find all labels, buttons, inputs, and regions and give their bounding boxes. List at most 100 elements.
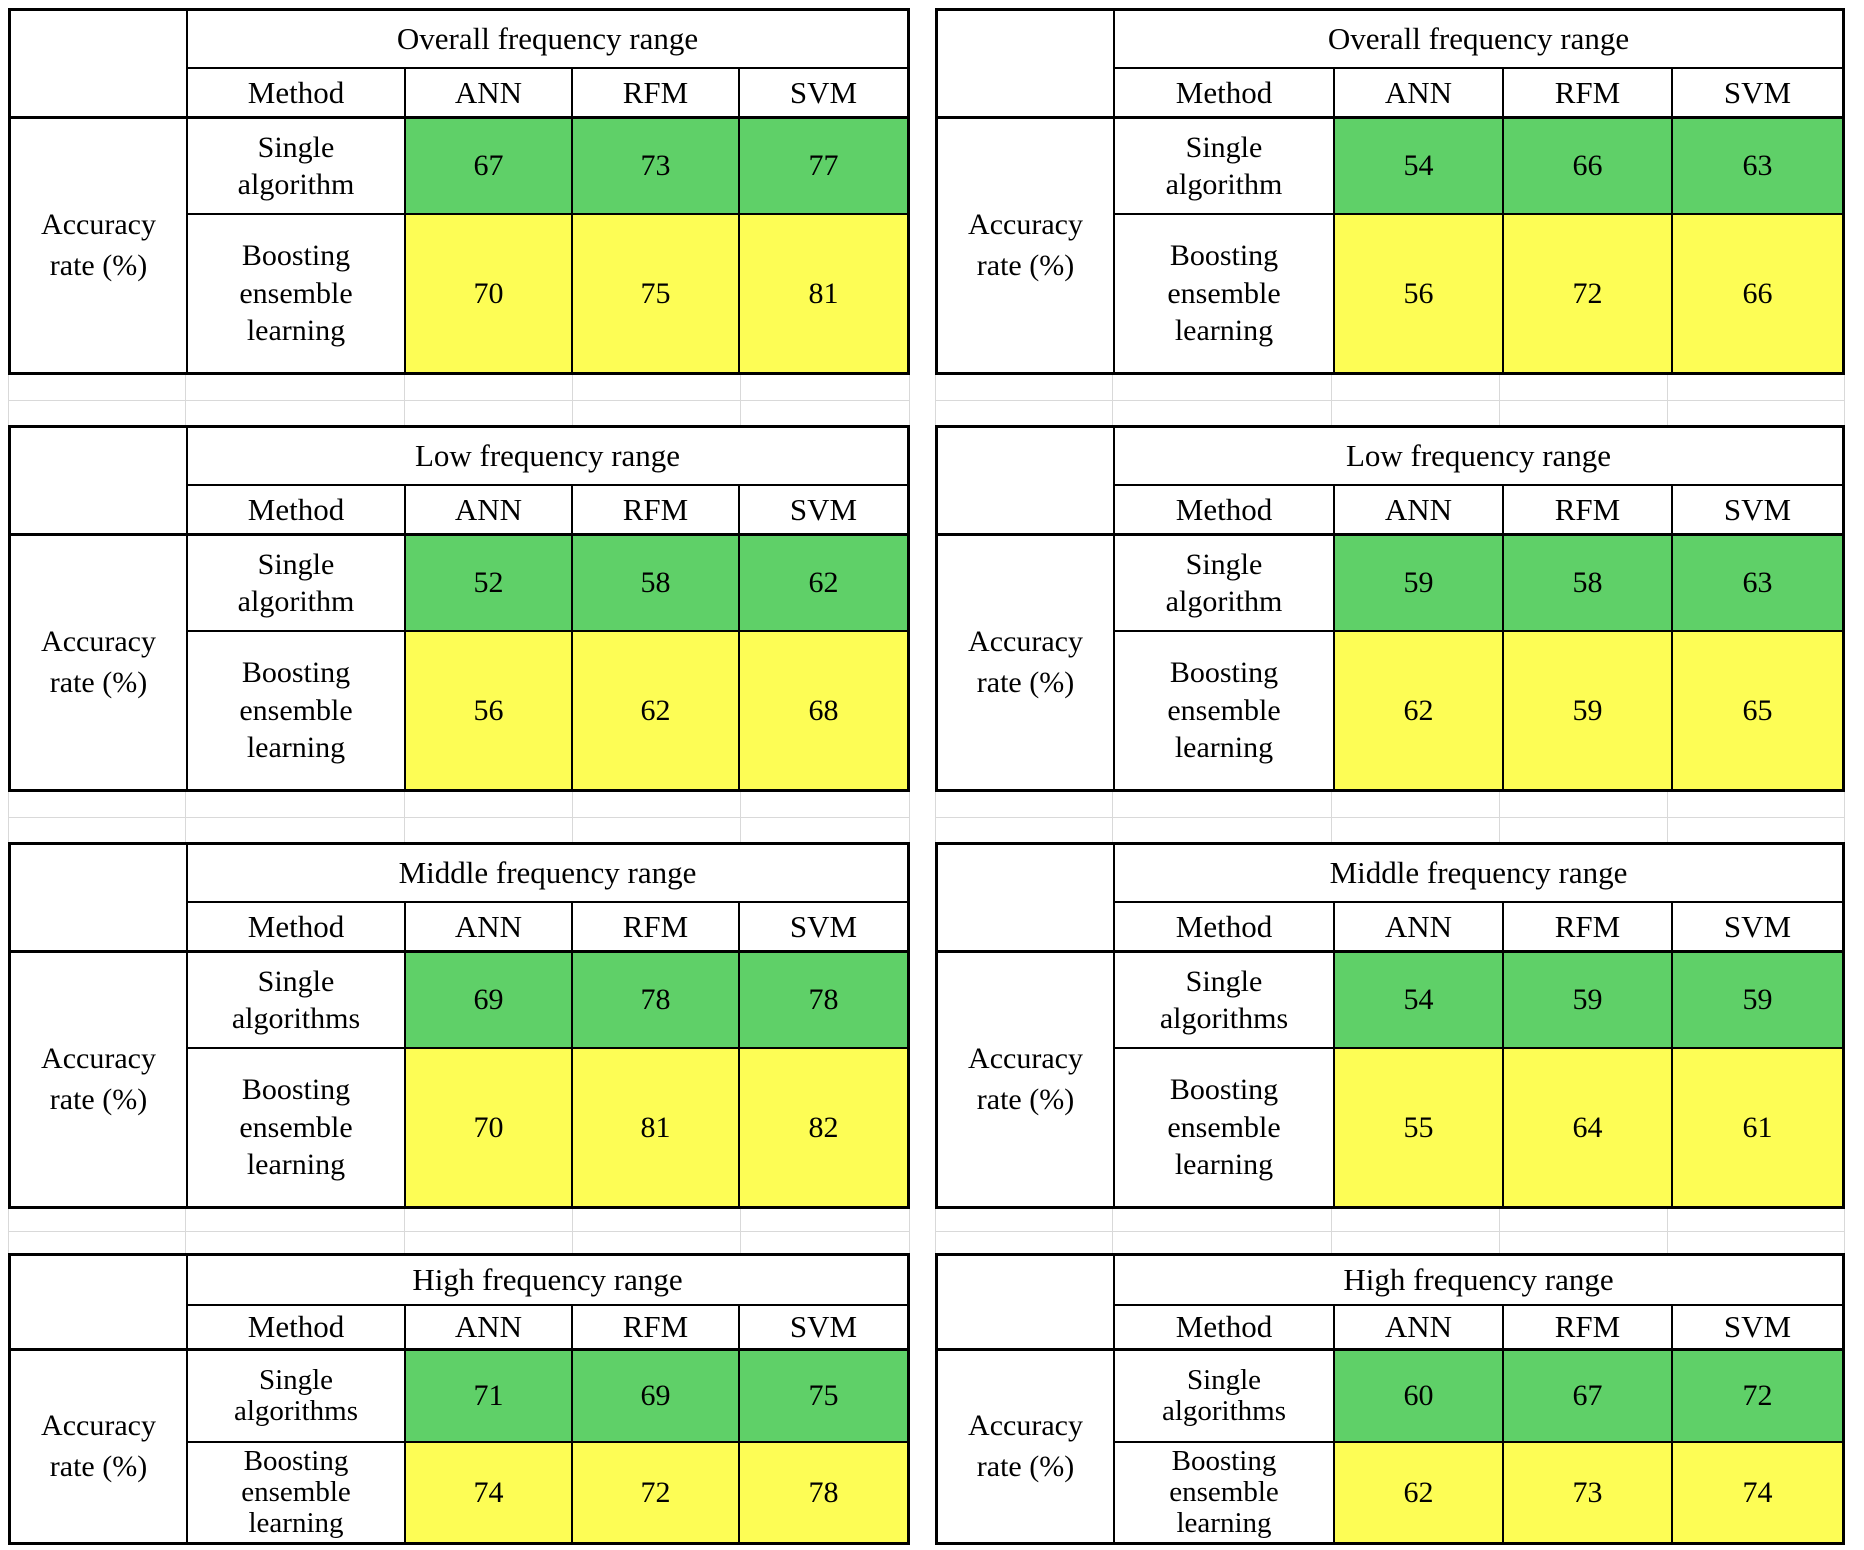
value-cell: 77 — [740, 119, 907, 215]
value-cell: 73 — [573, 119, 740, 215]
corner-cell — [11, 1256, 188, 1351]
row-label-boosting: Boosting ensemble learning — [1115, 1443, 1335, 1542]
column-header-ann: ANN — [406, 69, 573, 119]
method-header: Method — [188, 903, 406, 953]
value-cell: 58 — [1504, 536, 1673, 632]
value-cell: 69 — [573, 1351, 740, 1443]
accuracy-line1: Accuracy — [41, 1409, 156, 1442]
value-cell: 75 — [573, 215, 740, 372]
column-header-rfm: RFM — [1504, 486, 1673, 536]
method-header: Method — [1115, 1306, 1335, 1351]
value-cell: 72 — [573, 1443, 740, 1542]
column-header-svm: SVM — [1673, 69, 1842, 119]
spreadsheet-gridlines-gap — [8, 375, 910, 425]
value-cell: 78 — [573, 953, 740, 1049]
column-header-ann: ANN — [1335, 69, 1504, 119]
column-header-svm: SVM — [1673, 486, 1842, 536]
corner-cell — [11, 428, 188, 536]
method-header: Method — [1115, 486, 1335, 536]
method-header: Method — [1115, 903, 1335, 953]
accuracy-line1: Accuracy — [41, 208, 156, 241]
accuracy-line2: rate (%) — [49, 1082, 148, 1116]
corner-cell — [11, 845, 188, 953]
value-cell: 67 — [1504, 1351, 1673, 1443]
row-label-boosting: Boosting ensemble learning — [188, 1049, 406, 1206]
accuracy-line2: rate (%) — [49, 248, 148, 282]
column-header-svm: SVM — [1673, 903, 1842, 953]
row-label-single-algorithm: Single algorithm — [1115, 536, 1335, 632]
column-header-ann: ANN — [1335, 486, 1504, 536]
value-cell: 55 — [1335, 1049, 1504, 1206]
spreadsheet-gridlines-gap — [8, 792, 910, 842]
value-cell: 81 — [740, 215, 907, 372]
value-cell: 62 — [573, 632, 740, 789]
column-header-rfm: RFM — [1504, 903, 1673, 953]
value-cell: 54 — [1335, 953, 1504, 1049]
table-title: Middle frequency range — [188, 845, 907, 903]
row-header-accuracy-rate: Accuracy rate (%) — [11, 953, 188, 1206]
accuracy-line2: rate (%) — [976, 1449, 1075, 1483]
row-header-accuracy-rate: Accuracy rate (%) — [938, 119, 1115, 372]
row-header-accuracy-rate: Accuracy rate (%) — [11, 536, 188, 789]
row-label-boosting: Boosting ensemble learning — [188, 632, 406, 789]
spreadsheet-gridlines-gap — [935, 375, 1845, 425]
table-middle-frequency-right: Middle frequency range Method ANN RFM SV… — [935, 842, 1845, 1209]
column-header-ann: ANN — [406, 486, 573, 536]
row-label-boosting: Boosting ensemble learning — [188, 215, 406, 372]
method-header: Method — [188, 69, 406, 119]
row-label-single-algorithm: Single algorithm — [188, 536, 406, 632]
column-header-rfm: RFM — [573, 1306, 740, 1351]
column-header-svm: SVM — [1673, 1306, 1842, 1351]
row-header-accuracy-rate: Accuracy rate (%) — [11, 119, 188, 372]
row-header-accuracy-rate: Accuracy rate (%) — [938, 1351, 1115, 1542]
row-header-accuracy-rate: Accuracy rate (%) — [938, 953, 1115, 1206]
value-cell: 63 — [1673, 119, 1842, 215]
value-cell: 56 — [1335, 215, 1504, 372]
value-cell: 59 — [1335, 536, 1504, 632]
column-header-ann: ANN — [1335, 1306, 1504, 1351]
row-label-single-algorithms: Single algorithms — [188, 953, 406, 1049]
value-cell: 82 — [740, 1049, 907, 1206]
row-label-boosting: Boosting ensemble learning — [1115, 632, 1335, 789]
column-header-ann: ANN — [406, 903, 573, 953]
method-header: Method — [188, 486, 406, 536]
corner-cell — [938, 428, 1115, 536]
table-overall-frequency-left: Overall frequency range Method ANN RFM S… — [8, 8, 910, 375]
table-title: High frequency range — [188, 1256, 907, 1306]
column-header-svm: SVM — [740, 486, 907, 536]
value-cell: 68 — [740, 632, 907, 789]
value-cell: 61 — [1673, 1049, 1842, 1206]
row-label-boosting: Boosting ensemble learning — [1115, 215, 1335, 372]
value-cell: 75 — [740, 1351, 907, 1443]
method-header: Method — [188, 1306, 406, 1351]
table-title: Overall frequency range — [1115, 11, 1842, 69]
value-cell: 60 — [1335, 1351, 1504, 1443]
table-high-frequency-left: High frequency range Method ANN RFM SVM … — [8, 1253, 910, 1545]
column-header-svm: SVM — [740, 1306, 907, 1351]
table-title: High frequency range — [1115, 1256, 1842, 1306]
accuracy-line1: Accuracy — [41, 625, 156, 658]
value-cell: 72 — [1504, 215, 1673, 372]
value-cell: 78 — [740, 953, 907, 1049]
table-title: Low frequency range — [1115, 428, 1842, 486]
column-header-svm: SVM — [740, 69, 907, 119]
value-cell: 72 — [1673, 1351, 1842, 1443]
value-cell: 70 — [406, 1049, 573, 1206]
row-label-single-algorithm: Single algorithm — [1115, 119, 1335, 215]
table-title: Middle frequency range — [1115, 845, 1842, 903]
accuracy-line1: Accuracy — [968, 1042, 1083, 1075]
value-cell: 66 — [1504, 119, 1673, 215]
column-header-rfm: RFM — [573, 486, 740, 536]
spreadsheet-gridlines-gap — [935, 792, 1845, 842]
value-cell: 59 — [1504, 953, 1673, 1049]
value-cell: 58 — [573, 536, 740, 632]
accuracy-line1: Accuracy — [968, 208, 1083, 241]
corner-cell — [938, 11, 1115, 119]
left-table-stack: Overall frequency range Method ANN RFM S… — [8, 8, 910, 1545]
value-cell: 62 — [1335, 1443, 1504, 1542]
column-header-rfm: RFM — [573, 903, 740, 953]
value-cell: 66 — [1673, 215, 1842, 372]
value-cell: 64 — [1504, 1049, 1673, 1206]
column-header-rfm: RFM — [573, 69, 740, 119]
column-header-ann: ANN — [406, 1306, 573, 1351]
